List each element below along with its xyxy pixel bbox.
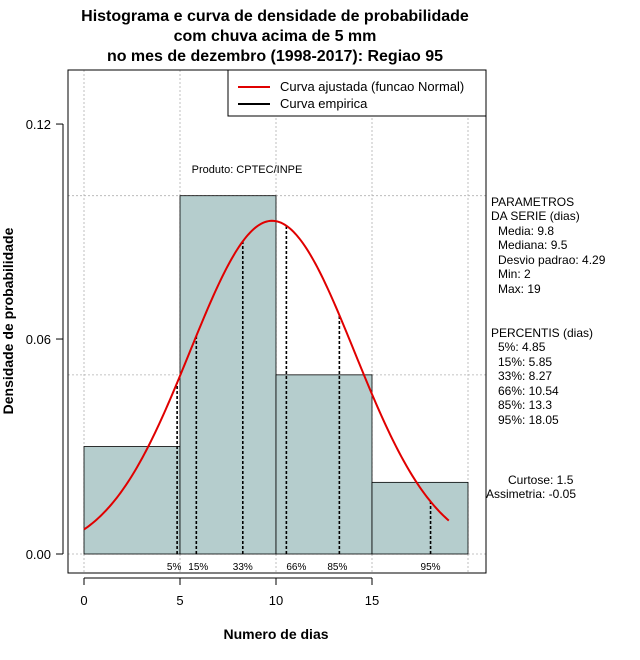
stats-panel: Curtose: 1.5 Assimetria: -0.05: [486, 473, 576, 501]
percentil-5: 5%: 4.85: [498, 340, 546, 354]
y-tick-label-2: 0.12: [26, 117, 51, 132]
param-mediana: Mediana: 9.5: [498, 238, 568, 252]
param-max: Max: 19: [498, 282, 541, 296]
percentile-markers: 5% 15% 33% 66% 85% 95%: [167, 225, 441, 573]
legend-label-fitted: Curva ajustada (funcao Normal): [280, 79, 464, 94]
legend-label-empirical: Curva empirica: [280, 96, 368, 111]
percentile-label-4: 85%: [327, 562, 347, 573]
x-axis-label: Numero de dias: [223, 626, 328, 642]
legend: Curva ajustada (funcao Normal) Curva emp…: [227, 69, 487, 117]
parameters-panel: PARAMETROS DA SERIE (dias) Media: 9.8 Me…: [491, 195, 606, 296]
chart-title-line-1: Histograma e curva de densidade de proba…: [81, 8, 469, 25]
histogram-bars: [83, 195, 469, 555]
chart-title-line-2: com chuva acima de 5 mm: [174, 28, 377, 45]
percentis-panel: PERCENTIS (dias) 5%: 4.85 15%: 5.85 33%:…: [491, 326, 593, 427]
x-tick-label-3: 15: [365, 593, 379, 608]
y-tick-label-0: 0.00: [26, 547, 51, 562]
percentile-label-3: 66%: [286, 562, 306, 573]
histogram-bar-2: [275, 374, 373, 555]
y-axis-label: Densidade de probabilidade: [0, 227, 16, 414]
percentil-15: 15%: 5.85: [498, 355, 552, 369]
stat-assimetria: Assimetria: -0.05: [486, 487, 576, 501]
percentile-label-1: 15%: [188, 562, 208, 573]
percentil-66: 66%: 10.54: [498, 384, 559, 398]
percentil-95: 95%: 18.05: [498, 413, 559, 427]
percentis-heading: PERCENTIS (dias): [491, 326, 593, 340]
percentil-85: 85%: 13.3: [498, 398, 552, 412]
axes: 0 5 10 15 0.00 0.06 0.12: [26, 117, 380, 608]
param-desvio: Desvio padrao: 4.29: [498, 253, 606, 267]
percentil-33: 33%: 8.27: [498, 369, 552, 383]
params-heading-2: DA SERIE (dias): [491, 209, 580, 223]
x-tick-label-1: 5: [176, 593, 183, 608]
percentile-label-5: 95%: [421, 562, 441, 573]
y-tick-label-1: 0.06: [26, 332, 51, 347]
params-heading-1: PARAMETROS: [491, 195, 574, 209]
x-tick-label-0: 0: [80, 593, 87, 608]
normal-fit-curve: [83, 219, 450, 531]
legend-box: [227, 69, 487, 117]
param-min: Min: 2: [498, 267, 531, 281]
percentile-label-0: 5%: [167, 562, 182, 573]
stat-curtose: Curtose: 1.5: [508, 473, 574, 487]
param-media: Media: 9.8: [498, 224, 554, 238]
product-label: Produto: CPTEC/INPE: [192, 164, 303, 176]
percentile-label-2: 33%: [233, 562, 253, 573]
histogram-bar-1: [179, 195, 277, 555]
histogram-bar-0: [83, 446, 181, 555]
histogram-bar-3: [371, 481, 469, 555]
chart-title-line-3: no mes de dezembro (1998-2017): Regiao 9…: [107, 48, 443, 65]
x-tick-label-2: 10: [269, 593, 283, 608]
